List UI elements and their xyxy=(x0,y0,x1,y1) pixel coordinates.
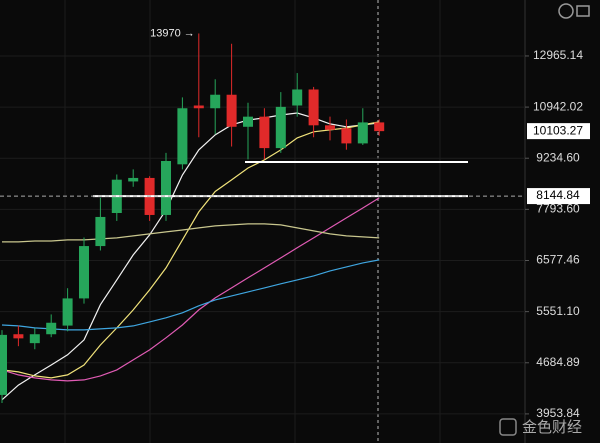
logo-icon xyxy=(576,5,590,17)
candle-body xyxy=(341,128,352,144)
y-tick-label: 4684.89 xyxy=(536,355,580,369)
candle-body xyxy=(13,334,24,339)
candle-body xyxy=(292,89,303,106)
logo xyxy=(558,3,590,19)
candle-body xyxy=(46,322,57,335)
candle-body xyxy=(62,298,73,326)
candle-body xyxy=(193,105,204,109)
candle-body xyxy=(374,122,385,132)
candle-body xyxy=(128,177,139,182)
y-tick-label: 12965.14 xyxy=(533,48,583,62)
ma-line xyxy=(1,197,380,382)
candle-body xyxy=(95,216,106,247)
ma-line xyxy=(2,223,380,243)
candle-body xyxy=(177,108,188,165)
candle-layer xyxy=(0,33,385,403)
annotation: 13970 → xyxy=(150,27,195,39)
candle-body xyxy=(79,246,89,299)
logo-icon xyxy=(558,3,574,19)
y-tick-label: 9234.60 xyxy=(536,150,580,164)
ma-line xyxy=(1,121,380,379)
candle-body xyxy=(0,334,7,395)
candle-body xyxy=(210,94,221,109)
level-layer xyxy=(0,160,525,198)
vertical-grid xyxy=(64,0,441,443)
y-tick-label: 10942.02 xyxy=(533,99,583,113)
candle-body xyxy=(275,106,286,149)
y-tick-label: 5551.10 xyxy=(536,304,580,318)
watermark-icon xyxy=(499,418,517,436)
grid-layer xyxy=(0,55,525,415)
price-label-box xyxy=(527,123,590,140)
price-label: 10103.27 xyxy=(533,123,583,137)
level-label: 8144.84 xyxy=(536,188,580,202)
candle-body xyxy=(161,161,171,215)
candle-body xyxy=(325,125,335,130)
y-tick-label: 3953.84 xyxy=(536,406,580,420)
candle-body xyxy=(29,334,40,344)
candle-body xyxy=(357,122,368,144)
y-tick-label: 7793.60 xyxy=(536,202,580,216)
y-tick-label: 6577.46 xyxy=(536,253,580,267)
candle-body xyxy=(259,116,270,149)
axis-layer: 12965.14 10942.02 9234.60 7793.60 6577.46 555… xyxy=(150,27,590,420)
watermark: 金色财经 xyxy=(522,419,582,436)
level-label-box xyxy=(527,188,590,205)
ma-line xyxy=(1,259,380,331)
candle-body xyxy=(308,89,319,126)
candle-body xyxy=(226,94,237,127)
watermark-group: 金色财经 xyxy=(499,418,582,436)
candle-body xyxy=(243,116,253,127)
